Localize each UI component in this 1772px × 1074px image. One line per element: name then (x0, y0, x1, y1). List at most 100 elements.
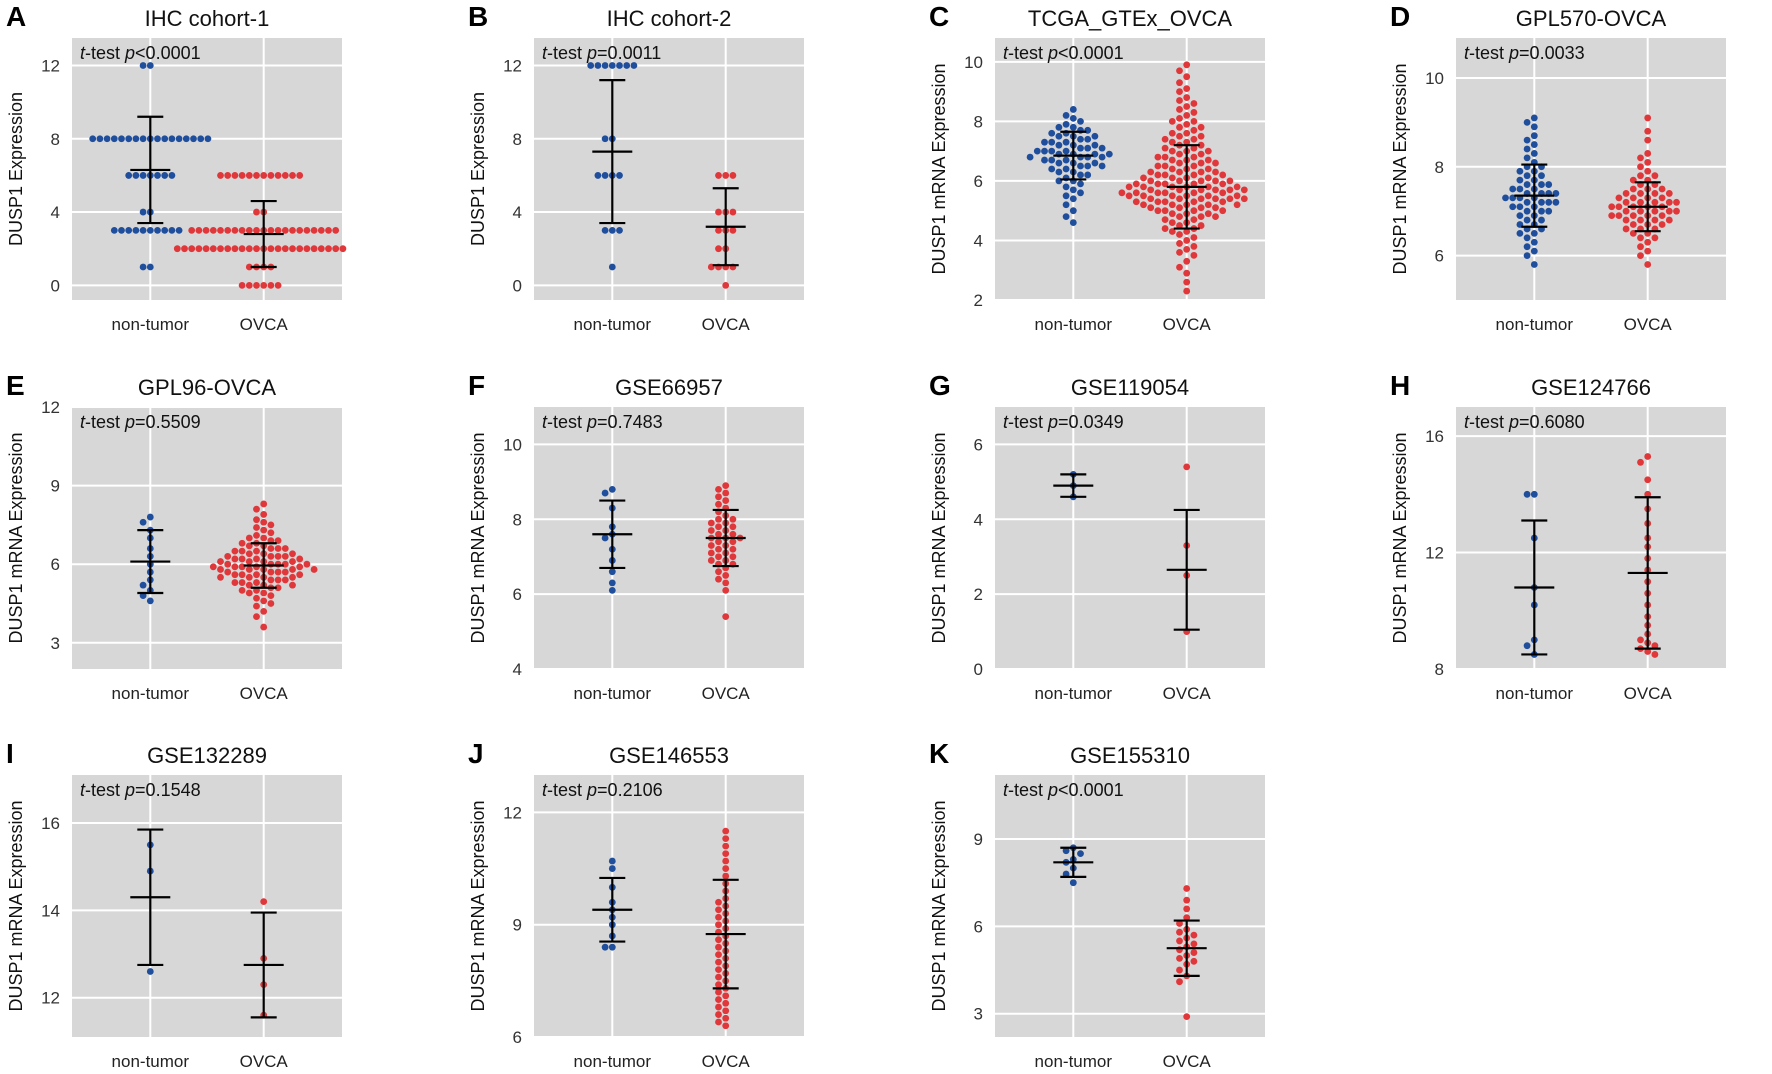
ovca-point (267, 552, 275, 560)
ovca-point (260, 518, 268, 526)
y-tick-label: 6 (513, 1028, 522, 1047)
x-tick-label: non-tumor (574, 315, 652, 334)
y-tick-label: 8 (1435, 158, 1444, 177)
ovca-point (1629, 212, 1637, 220)
non-tumor-point (1062, 120, 1070, 128)
ovca-point (296, 563, 304, 571)
ovca-point (1651, 642, 1659, 650)
non-tumor-point (1530, 229, 1538, 237)
ovca-point (715, 575, 722, 583)
ovca-point (1190, 957, 1198, 965)
plot-area (72, 407, 342, 669)
panel-title: GSE124766 (1531, 375, 1651, 400)
non-tumor-point (1538, 181, 1545, 188)
non-tumor-point (1523, 490, 1531, 498)
ovca-point (1176, 937, 1183, 945)
ovca-point (1176, 67, 1183, 75)
ovca-point (1190, 949, 1198, 956)
ovca-point (1161, 216, 1169, 224)
stats-test: t (542, 780, 548, 800)
ovca-point (1190, 189, 1198, 197)
ovca-point (1658, 221, 1666, 228)
ovca-point (267, 545, 275, 552)
ovca-point (715, 545, 722, 553)
non-tumor-point (168, 226, 176, 234)
ovca-point (238, 547, 246, 555)
stats-p-symbol: p (586, 43, 597, 63)
ovca-point (1190, 198, 1198, 206)
ovca-point (715, 966, 722, 974)
ovca-point (1183, 245, 1191, 253)
ovca-point (260, 898, 268, 906)
x-tick-label: OVCA (702, 684, 751, 703)
non-tumor-point (1530, 132, 1538, 140)
ovca-point (1204, 156, 1212, 164)
stats-test: t (80, 43, 86, 63)
panel-letter: C (929, 1, 949, 32)
ovca-point (1204, 210, 1212, 218)
ovca-point (260, 281, 268, 289)
stats-annotation: t-test p=0.2106 (542, 780, 663, 800)
ovca-point (253, 208, 260, 216)
stats-p-value: =0.2106 (597, 780, 663, 800)
ovca-point (1190, 940, 1198, 948)
ovca-point (1183, 896, 1191, 904)
ovca-point (1161, 225, 1169, 232)
ovca-point (722, 572, 730, 579)
ovca-point (281, 552, 289, 560)
non-tumor-point (161, 135, 169, 143)
y-tick-label: 10 (503, 435, 522, 454)
ovca-point (715, 530, 722, 538)
ovca-point (1176, 213, 1183, 221)
stats-annotation: t-test p=0.6080 (1464, 412, 1585, 432)
y-tick-label: 4 (51, 203, 60, 222)
y-tick-label: 6 (513, 585, 522, 604)
non-tumor-point (1033, 147, 1041, 155)
ovca-point (1168, 228, 1176, 235)
ovca-point (1183, 278, 1191, 286)
ovca-point (1176, 955, 1183, 962)
non-tumor-point (190, 135, 197, 143)
ovca-point (253, 505, 260, 513)
ovca-point (1176, 106, 1183, 113)
ovca-point (281, 226, 289, 234)
ovca-point (1673, 198, 1680, 206)
ovca-point (1651, 207, 1659, 215)
non-tumor-point (1055, 132, 1063, 140)
ovca-point (722, 579, 730, 587)
y-tick-label: 12 (41, 398, 60, 417)
ovca-point (1190, 216, 1198, 224)
ovca-point (1161, 189, 1169, 197)
ovca-point (1190, 931, 1198, 939)
ovca-point (1183, 463, 1191, 471)
ovca-point (253, 531, 260, 539)
non-tumor-point (1098, 162, 1106, 170)
ovca-point (260, 623, 268, 631)
non-tumor-point (1105, 150, 1113, 158)
panel-title: GPL96-OVCA (138, 375, 276, 400)
ovca-point (722, 992, 730, 1000)
ovca-point (173, 245, 181, 253)
ovca-point (267, 245, 275, 253)
ovca-point (729, 530, 737, 538)
ovca-point (1176, 123, 1183, 131)
ovca-point (224, 560, 232, 568)
non-tumor-point (1069, 186, 1077, 194)
non-tumor-point (1048, 147, 1056, 155)
non-tumor-point (1523, 172, 1531, 180)
ovca-point (296, 245, 304, 253)
non-tumor-point (175, 135, 183, 143)
ovca-point (1183, 112, 1191, 119)
ovca-point (1637, 190, 1644, 197)
ovca-point (231, 571, 239, 579)
non-tumor-point (1062, 183, 1070, 191)
stats-p-value: =0.6080 (1519, 412, 1585, 432)
stats-test: t (542, 412, 548, 432)
ovca-point (1183, 103, 1191, 110)
ovca-point (715, 981, 722, 988)
ovca-point (260, 534, 268, 542)
ovca-point (715, 172, 722, 179)
ovca-point (238, 245, 246, 253)
ovca-point (217, 566, 224, 573)
ovca-point (1190, 207, 1198, 215)
